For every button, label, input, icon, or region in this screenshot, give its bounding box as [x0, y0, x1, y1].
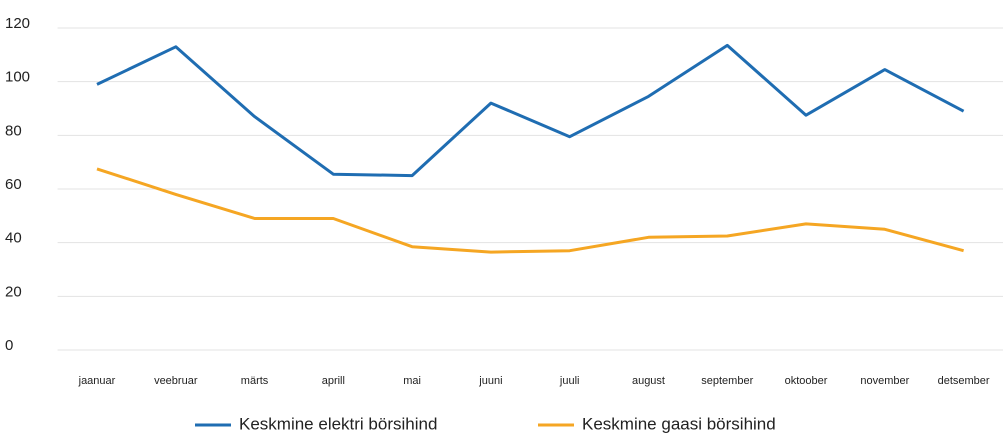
y-tick-label: 60	[5, 176, 22, 193]
legend-label: Keskmine gaasi börsihind	[582, 414, 776, 433]
x-tick-label: märts	[241, 375, 269, 387]
series-line	[96, 43, 965, 178]
x-tick-label: veebruar	[154, 375, 198, 387]
y-tick-label: 120	[5, 15, 30, 32]
x-tick-label: oktoober	[785, 375, 828, 387]
legend-label: Keskmine elektri börsihind	[239, 414, 437, 433]
x-tick-label: aprill	[322, 375, 345, 387]
x-tick-label: september	[701, 375, 753, 387]
x-tick-label: detsember	[938, 375, 990, 387]
y-tick-label: 80	[5, 122, 22, 139]
y-tick-label: 100	[5, 69, 30, 86]
x-tick-label: november	[860, 375, 909, 387]
x-tick-label: juuli	[559, 375, 580, 387]
y-tick-label: 20	[5, 283, 22, 300]
x-tick-label: mai	[403, 375, 421, 387]
x-tick-label: august	[632, 375, 665, 387]
x-tick-label: jaanuar	[78, 375, 116, 387]
y-tick-label: 0	[5, 337, 13, 354]
y-tick-label: 40	[5, 230, 22, 247]
x-tick-label: juuni	[478, 375, 502, 387]
series-line	[96, 167, 964, 254]
